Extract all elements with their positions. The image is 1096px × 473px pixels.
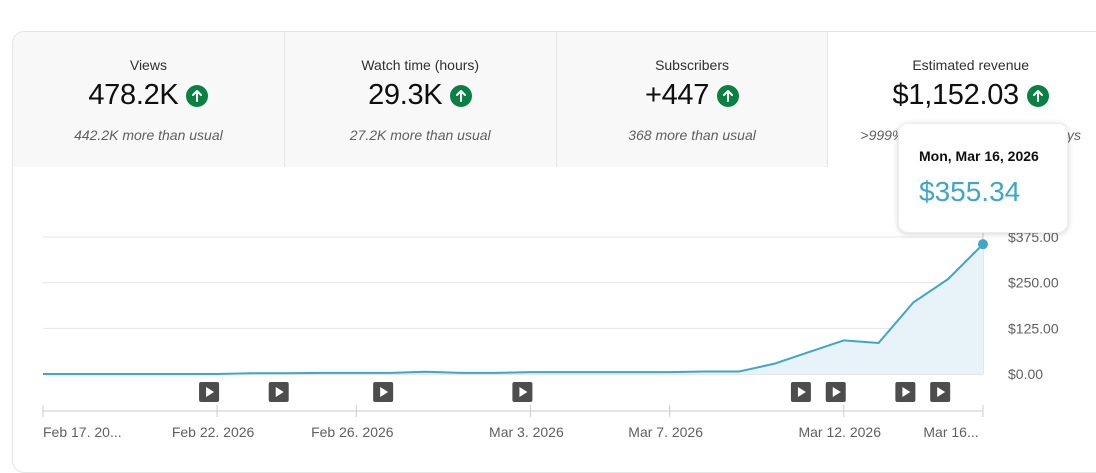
area-fill <box>43 244 983 374</box>
metric-tab-watch-time[interactable]: Watch time (hours) 29.3K 27.2K more than… <box>284 32 557 167</box>
metric-label: Estimated revenue <box>912 57 1030 73</box>
series-line <box>43 243 984 375</box>
y-tick-label: $375.00 <box>1008 229 1059 245</box>
metric-value: $1,152.03 <box>892 79 1020 111</box>
highlight-point <box>978 239 988 250</box>
x-tick-label: Mar 7, 2026 <box>628 424 703 437</box>
metric-label: Watch time (hours) <box>361 57 480 73</box>
x-tick-label: Feb 22, 2026 <box>172 424 255 437</box>
metric-comparison: 27.2K more than usual <box>349 127 491 143</box>
x-tick-label: Feb 17, 20... <box>43 424 122 437</box>
play-icon[interactable] <box>373 382 394 402</box>
play-icon[interactable] <box>512 382 533 402</box>
play-icon[interactable] <box>825 382 846 402</box>
metric-value: 478.2K <box>88 79 179 111</box>
play-icon[interactable] <box>268 382 289 402</box>
play-icon[interactable] <box>930 382 951 402</box>
arrow-up-icon <box>186 84 209 107</box>
x-tick-label: Mar 3, 2026 <box>489 424 564 437</box>
metric-label: Views <box>129 57 167 73</box>
x-tick-label: Mar 12, 2026 <box>798 424 881 437</box>
play-icon[interactable] <box>790 382 811 402</box>
arrow-up-icon <box>1026 84 1049 107</box>
arrow-up-icon <box>717 84 740 107</box>
metric-tab-views[interactable]: Views 478.2K 442.2K more than usual <box>13 32 285 167</box>
metric-comparison: 442.2K more than usual <box>74 127 223 143</box>
tooltip-date: Mon, Mar 16, 2026 <box>919 148 1039 164</box>
y-tick-label: $125.00 <box>1008 320 1059 336</box>
y-tick-label: $0.00 <box>1008 366 1043 382</box>
metric-label: Subscribers <box>655 57 729 73</box>
tooltip-value: $355.34 <box>919 176 1021 207</box>
revenue-chart: $0.00 $125.00 $250.00 $375.00 Feb 17, 20... F… <box>42 229 1059 437</box>
metric-tab-subscribers[interactable]: Subscribers +447 368 more than usual <box>556 32 829 167</box>
arrow-up-icon <box>450 84 473 107</box>
x-tick-label: Feb 26, 2026 <box>311 424 394 437</box>
play-icon[interactable] <box>199 382 220 402</box>
metric-value: +447 <box>644 79 710 111</box>
chart-tooltip: Mon, Mar 16, 2026 $355.34 <box>898 123 1068 233</box>
metric-comparison: 368 more than usual <box>628 127 756 143</box>
y-tick-label: $250.00 <box>1008 275 1059 291</box>
metric-value: 29.3K <box>368 79 443 111</box>
x-tick-label: Mar 16... <box>923 424 978 437</box>
play-icon[interactable] <box>895 382 916 402</box>
